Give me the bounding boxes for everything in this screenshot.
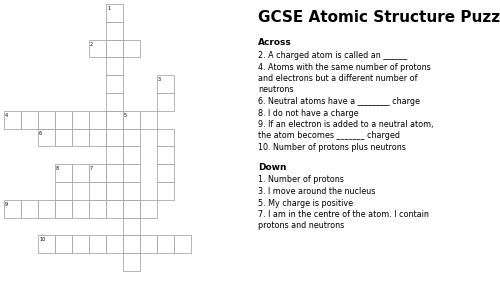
Bar — [123, 200, 140, 217]
Bar — [89, 235, 106, 253]
Bar — [123, 182, 140, 200]
Text: 8: 8 — [56, 166, 59, 171]
Bar — [89, 40, 106, 57]
Bar — [55, 182, 72, 200]
Bar — [106, 235, 123, 253]
Bar — [38, 111, 55, 129]
Bar — [21, 111, 38, 129]
Bar — [4, 111, 21, 129]
Text: neutrons: neutrons — [258, 85, 294, 94]
Bar — [123, 217, 140, 235]
Bar — [55, 200, 72, 217]
Text: 5. My charge is positive: 5. My charge is positive — [258, 198, 353, 207]
Bar — [106, 164, 123, 182]
Bar — [89, 129, 106, 146]
Bar — [157, 75, 174, 93]
Bar — [106, 111, 123, 129]
Bar — [72, 129, 89, 146]
Bar — [72, 235, 89, 253]
Text: 10: 10 — [39, 237, 45, 243]
Bar — [123, 111, 140, 129]
Bar — [106, 93, 123, 111]
Text: 4: 4 — [5, 113, 8, 118]
Bar — [106, 22, 123, 40]
Text: 1: 1 — [107, 6, 110, 11]
Bar — [106, 4, 123, 22]
Bar — [72, 164, 89, 182]
Text: 9. If an electron is added to a neutral atom,: 9. If an electron is added to a neutral … — [258, 120, 434, 129]
Text: 7. I am in the centre of the atom. I contain: 7. I am in the centre of the atom. I con… — [258, 210, 429, 219]
Bar — [89, 200, 106, 217]
Bar — [157, 182, 174, 200]
Text: protons and neutrons: protons and neutrons — [258, 221, 344, 230]
Bar — [123, 253, 140, 271]
Bar — [106, 75, 123, 93]
Bar — [106, 129, 123, 146]
Bar — [157, 129, 174, 146]
Text: 6. Neutral atoms have a ________ charge: 6. Neutral atoms have a ________ charge — [258, 97, 420, 106]
Text: Across: Across — [258, 38, 292, 47]
Bar — [123, 146, 140, 164]
Text: 8. I do not have a charge: 8. I do not have a charge — [258, 108, 358, 117]
Bar — [38, 200, 55, 217]
Text: 2. A charged atom is called an ______: 2. A charged atom is called an ______ — [258, 51, 407, 60]
Bar — [157, 93, 174, 111]
Text: 5: 5 — [124, 113, 127, 118]
Bar — [140, 200, 157, 217]
Bar — [106, 146, 123, 164]
Bar — [55, 111, 72, 129]
Text: 10. Number of protons plus neutrons: 10. Number of protons plus neutrons — [258, 143, 406, 152]
Bar — [4, 200, 21, 217]
Text: 3: 3 — [158, 77, 161, 82]
Bar — [106, 182, 123, 200]
Text: 7: 7 — [90, 166, 93, 171]
Bar — [106, 200, 123, 217]
Bar — [106, 40, 123, 57]
Text: 3. I move around the nucleus: 3. I move around the nucleus — [258, 187, 376, 196]
Bar — [55, 164, 72, 182]
Bar — [140, 111, 157, 129]
Bar — [123, 129, 140, 146]
Bar — [21, 200, 38, 217]
Text: Down: Down — [258, 162, 286, 171]
Bar — [55, 235, 72, 253]
Bar — [106, 57, 123, 75]
Bar — [72, 200, 89, 217]
Text: 9: 9 — [5, 202, 8, 207]
Bar — [38, 235, 55, 253]
Text: and electrons but a different number of: and electrons but a different number of — [258, 74, 418, 83]
Bar — [157, 235, 174, 253]
Bar — [157, 146, 174, 164]
Bar — [140, 235, 157, 253]
Bar — [89, 182, 106, 200]
Bar — [157, 164, 174, 182]
Text: GCSE Atomic Structure Puzzle: GCSE Atomic Structure Puzzle — [258, 10, 500, 25]
Text: 2: 2 — [90, 42, 93, 47]
Text: the atom becomes _______ charged: the atom becomes _______ charged — [258, 132, 400, 140]
Text: 4. Atoms with the same number of protons: 4. Atoms with the same number of protons — [258, 62, 431, 71]
Bar — [123, 40, 140, 57]
Text: 1. Number of protons: 1. Number of protons — [258, 176, 344, 185]
Bar — [174, 235, 191, 253]
Text: 6: 6 — [39, 131, 42, 136]
Bar — [55, 129, 72, 146]
Bar — [89, 164, 106, 182]
Bar — [123, 164, 140, 182]
Bar — [123, 235, 140, 253]
Bar — [89, 111, 106, 129]
Bar — [38, 129, 55, 146]
Bar — [72, 111, 89, 129]
